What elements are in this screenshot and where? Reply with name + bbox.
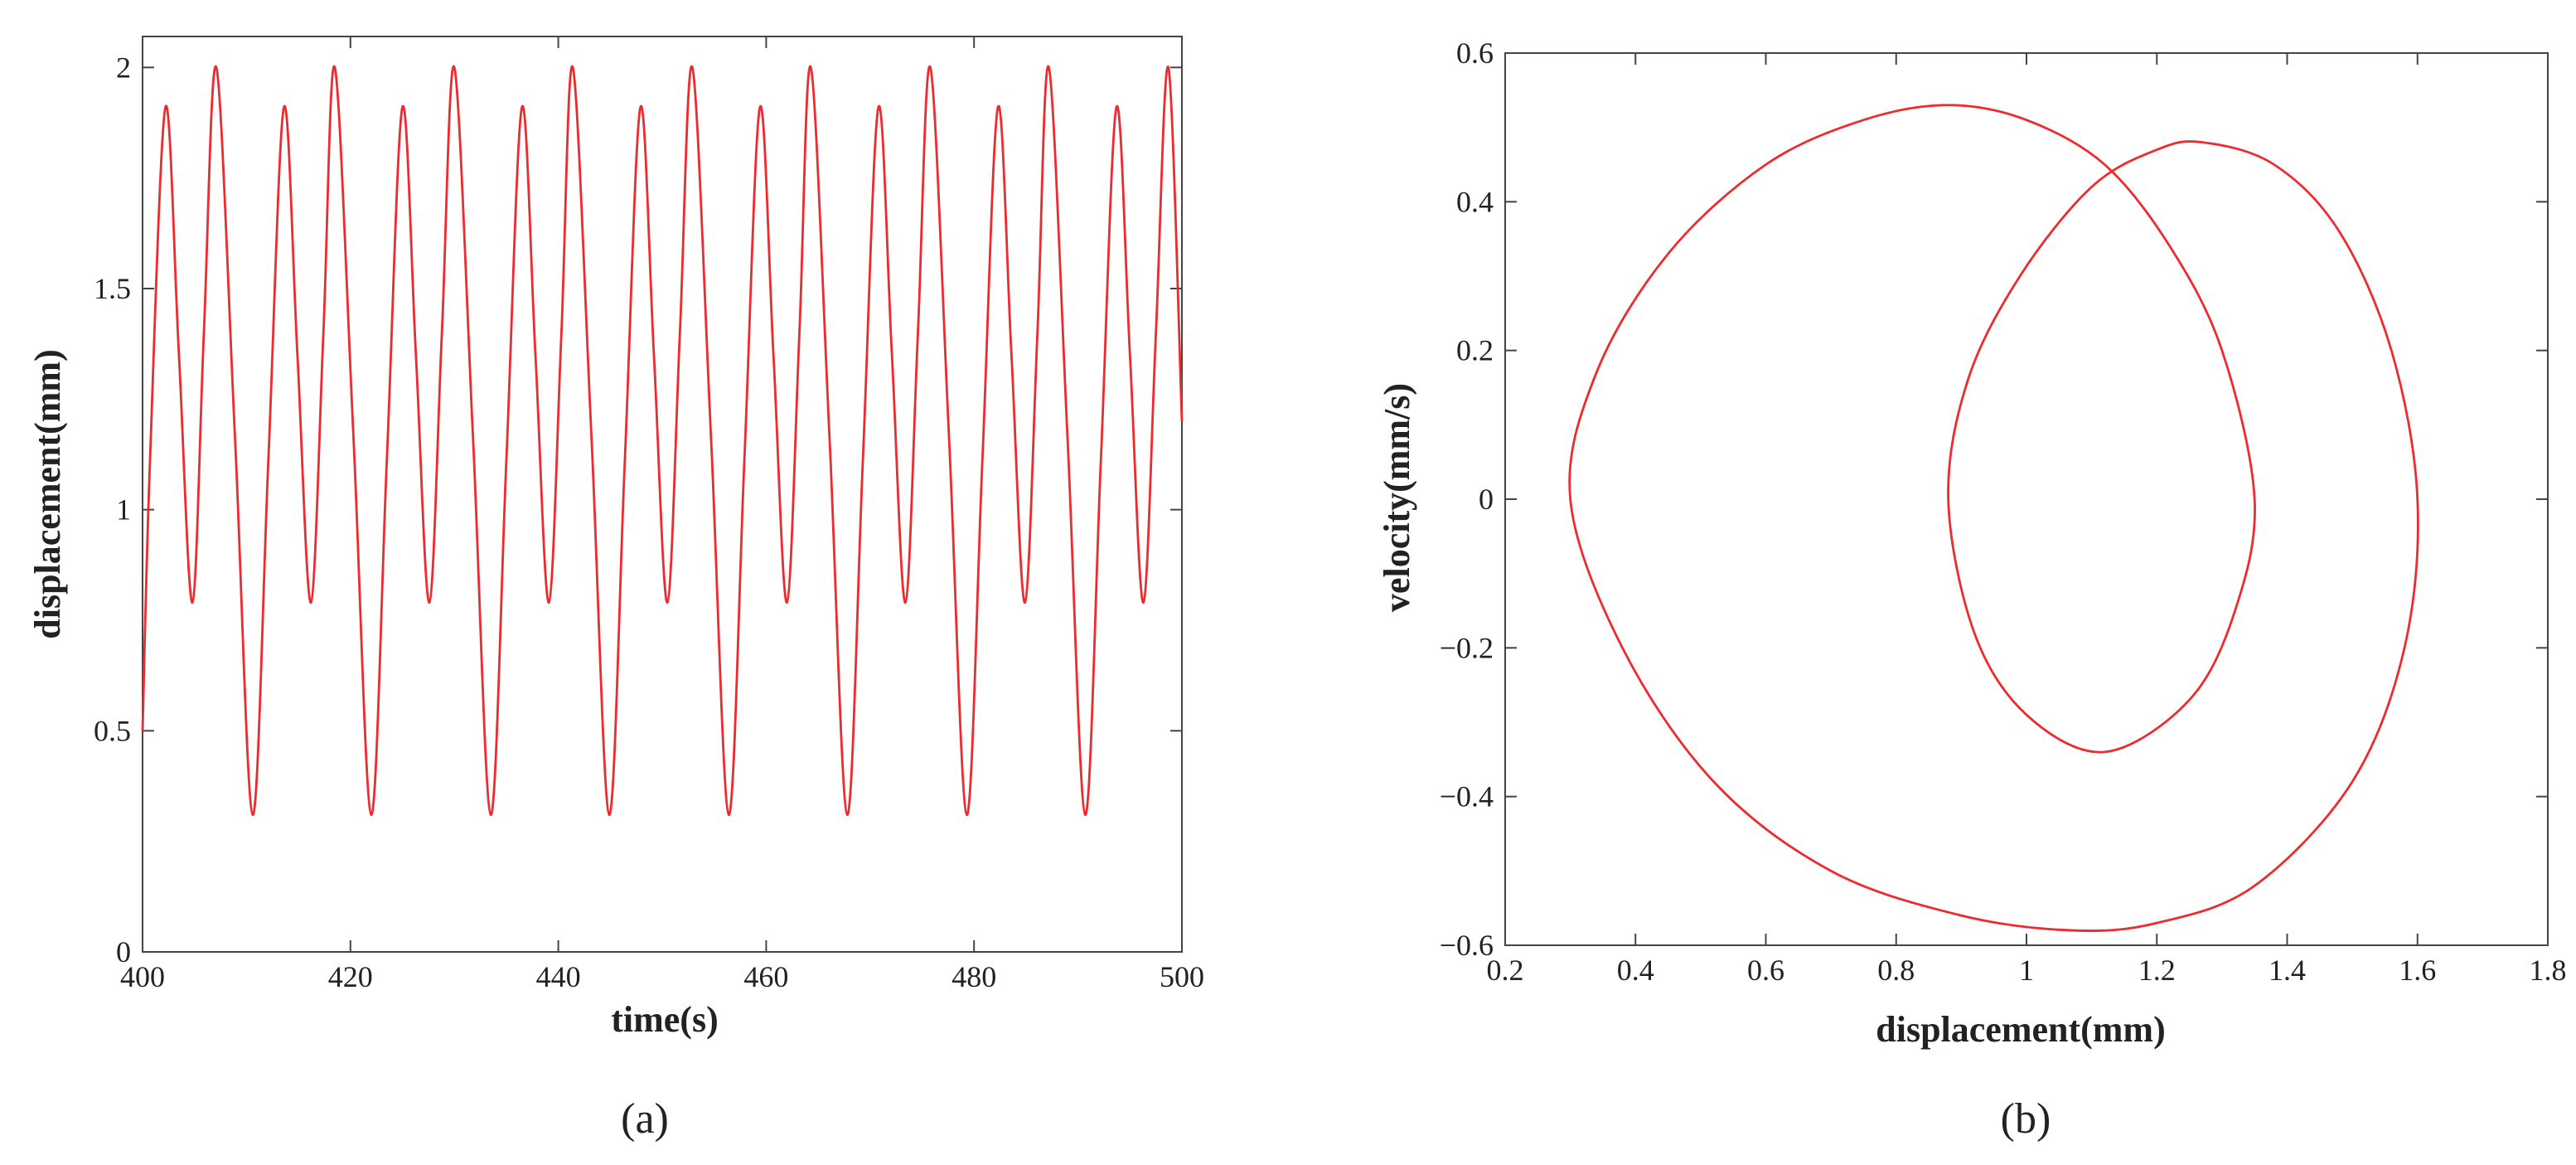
plot-frame	[1504, 52, 2549, 946]
data-line	[1568, 104, 2419, 932]
y-tick-label: 0.4	[1456, 185, 1494, 218]
y-tick-label: 1	[116, 493, 131, 527]
x-tick-label: 500	[1160, 960, 1204, 993]
y-axis-label: velocity(mm/s)	[1377, 383, 1417, 612]
panel: 400 420 440 460 480 500 0 0.5 1 1.5 2 time(s) displa…	[27, 36, 1204, 1143]
y-tick-label: 0	[1479, 483, 1494, 516]
y-tick-label: 0.2	[1456, 334, 1494, 367]
x-tick-label: 1.2	[2138, 954, 2176, 987]
y-tick-label: 2	[116, 51, 131, 84]
x-tick-label: 1.6	[2399, 954, 2436, 987]
x-tick-label: 420	[328, 960, 373, 993]
panel-caption: (a)	[621, 1095, 669, 1143]
y-tick-label: −0.6	[1440, 929, 1494, 962]
x-tick-label: 480	[951, 960, 996, 993]
y-tick-label: 0.5	[94, 714, 131, 747]
y-tick-label: 0.6	[1456, 36, 1494, 70]
x-tick-label: 0.4	[1617, 954, 1654, 987]
y-tick-label: −0.4	[1440, 780, 1494, 813]
y-tick-label: 1.5	[94, 272, 131, 305]
y-axis-label: displacement(mm)	[27, 349, 68, 639]
x-tick-label: 1	[2019, 954, 2034, 987]
plot-frame	[142, 36, 1183, 953]
x-tick-label: 1.8	[2530, 954, 2567, 987]
x-axis-label: displacement(mm)	[1876, 1009, 2166, 1050]
x-tick-label: 400	[120, 960, 165, 993]
y-tick-label: −0.2	[1440, 631, 1494, 664]
x-tick-label: 0.8	[1877, 954, 1915, 987]
x-tick-label: 460	[743, 960, 788, 993]
panel-caption: (b)	[2001, 1095, 2051, 1143]
x-axis-label: time(s)	[611, 999, 719, 1040]
x-tick-label: 0.6	[1747, 954, 1784, 987]
data-line	[141, 65, 1184, 817]
panel: 0.2 0.4 0.6 0.8 1 1.2 1.4 1.6 1.8 −0.6 −0.4 −0.2 0 0.…	[1377, 36, 2567, 1143]
x-tick-label: 440	[536, 960, 581, 993]
x-tick-label: 0.2	[1487, 954, 1524, 987]
x-tick-label: 1.4	[2269, 954, 2306, 987]
y-tick-label: 0	[116, 935, 131, 968]
